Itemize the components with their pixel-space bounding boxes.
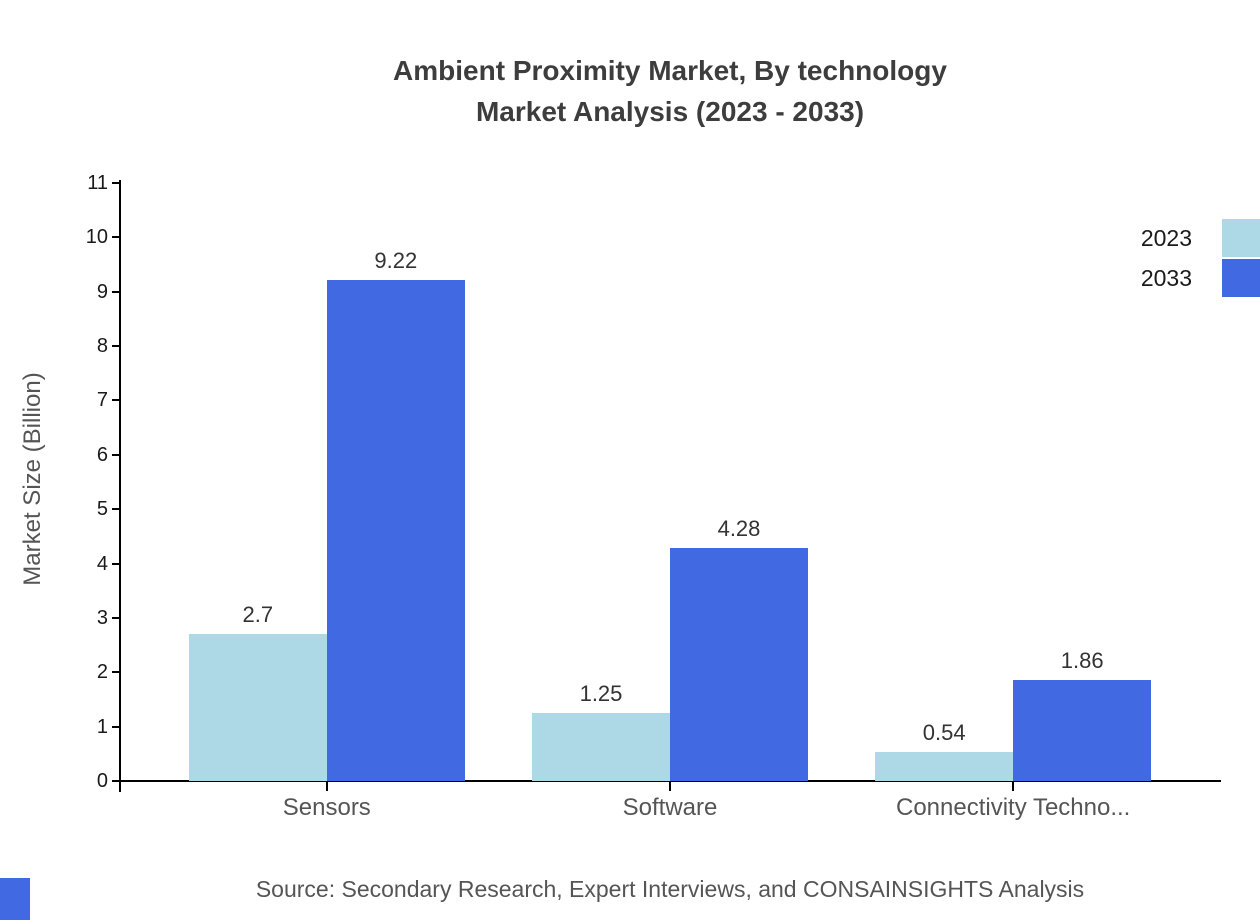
- y-axis-title: Market Size (Billion): [19, 372, 46, 586]
- y-tick-label-2: 2: [96, 661, 108, 684]
- x-category-label-connectivity-techno: Connectivity Techno...: [896, 795, 1131, 821]
- chart-title-line2: Market Analysis (2023 - 2033): [475, 96, 865, 127]
- value-label-2023-software: 1.25: [579, 681, 623, 707]
- y-tick-label-8: 8: [96, 335, 108, 358]
- bar-2023-software[interactable]: [532, 713, 670, 781]
- corner-watermark: [0, 878, 30, 920]
- chart-title-line1: Ambient Proximity Market, By technology: [393, 55, 947, 86]
- legend-label-2023: 2023: [1140, 224, 1192, 251]
- value-label-2033-connectivity-techno: 1.86: [1060, 647, 1104, 673]
- y-tick-label-1: 1: [96, 715, 108, 738]
- bar-2033-sensors[interactable]: [326, 279, 465, 781]
- y-tick-label-4: 4: [96, 552, 108, 575]
- bar-2033-software[interactable]: [670, 548, 808, 781]
- x-tick-mark-connectivity-techno: [1012, 781, 1015, 791]
- legend-label-2033: 2033: [1140, 264, 1192, 291]
- legend-item-2033[interactable]: 2033: [1141, 258, 1260, 298]
- y-tick-label-10: 10: [85, 226, 108, 249]
- x-category-label-software: Software: [622, 795, 718, 821]
- y-tick-label-6: 6: [96, 443, 108, 466]
- y-tick-label-7: 7: [96, 389, 108, 412]
- value-label-2023-sensors: 2.7: [242, 602, 274, 628]
- x-category-label-sensors: Sensors: [282, 795, 371, 821]
- y-tick-label-11: 11: [87, 172, 108, 194]
- y-tick-label-0: 0: [96, 770, 108, 792]
- value-label-2033-software: 4.28: [717, 516, 761, 542]
- y-tick-label-5: 5: [96, 498, 108, 521]
- value-label-2033-sensors: 9.22: [374, 247, 418, 273]
- value-label-2023-connectivity-techno: 0.54: [922, 719, 966, 745]
- bar-2033-connectivity-techno[interactable]: [1013, 679, 1152, 781]
- legend-swatch-2033: [1222, 259, 1260, 297]
- bar-2023-sensors[interactable]: [188, 634, 327, 781]
- y-axis-line: [119, 180, 121, 792]
- y-tick-label-3: 3: [96, 606, 108, 629]
- y-tick-label-9: 9: [96, 280, 108, 303]
- legend-item-2023[interactable]: 2023: [1141, 218, 1260, 258]
- legend-swatch-2023: [1222, 219, 1260, 257]
- chart-title: Ambient Proximity Market, By technology …: [120, 50, 1220, 132]
- x-tick-mark-software: [669, 781, 671, 791]
- legend: 2023 2033: [1141, 218, 1260, 298]
- x-tick-mark-sensors: [325, 781, 328, 791]
- bar-2023-connectivity-techno[interactable]: [875, 751, 1014, 781]
- source-note: Source: Secondary Research, Expert Inter…: [255, 876, 1085, 902]
